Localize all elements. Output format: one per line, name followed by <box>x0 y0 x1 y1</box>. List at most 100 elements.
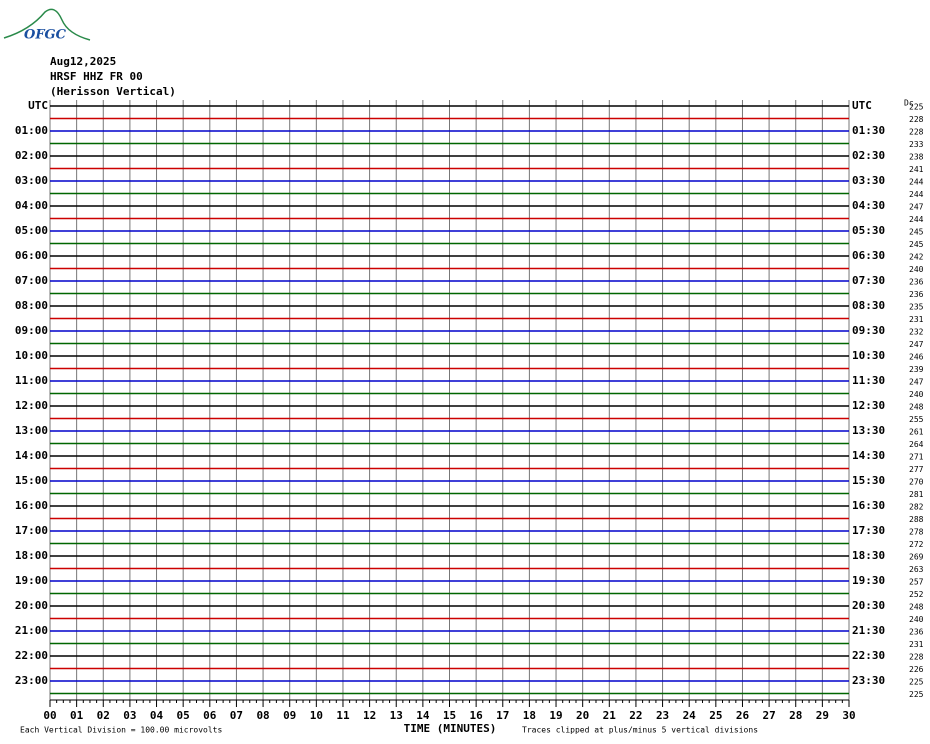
dc-value: 235 <box>909 303 924 312</box>
station: HRSF HHZ FR 00 <box>50 70 143 83</box>
dc-value: 244 <box>909 178 924 187</box>
dc-value: 281 <box>909 490 924 499</box>
dc-value: 269 <box>909 553 924 562</box>
dc-value: 277 <box>909 465 924 474</box>
x-tick-label: 19 <box>549 709 562 722</box>
x-tick-label: 01 <box>70 709 84 722</box>
dc-value: 233 <box>909 140 924 149</box>
dc-value: 252 <box>909 590 924 599</box>
right-time-label: 12:30 <box>852 399 885 412</box>
left-time-label: 03:00 <box>15 174 48 187</box>
left-time-label: 01:00 <box>15 124 48 137</box>
x-tick-label: 12 <box>363 709 376 722</box>
dc-value: 247 <box>909 378 924 387</box>
scale-note: Each Vertical Division = 100.00 microvol… <box>20 726 222 735</box>
location: (Herisson Vertical) <box>50 85 176 98</box>
dc-value: 242 <box>909 253 924 262</box>
dc-value: 278 <box>909 528 924 537</box>
dc-value: 240 <box>909 390 924 399</box>
left-time-label: 20:00 <box>15 599 48 612</box>
left-time-label: 07:00 <box>15 274 48 287</box>
dc-value: 240 <box>909 265 924 274</box>
x-tick-label: 21 <box>603 709 617 722</box>
left-time-label: 15:00 <box>15 474 48 487</box>
dc-value: 231 <box>909 640 924 649</box>
dc-value: 257 <box>909 578 924 587</box>
dc-value: 228 <box>909 653 924 662</box>
dc-value: 245 <box>909 228 924 237</box>
left-time-label: 05:00 <box>15 224 48 237</box>
dc-value: 236 <box>909 628 924 637</box>
x-tick-label: 28 <box>789 709 802 722</box>
x-tick-label: 29 <box>816 709 829 722</box>
left-time-label: UTC <box>28 99 48 112</box>
x-tick-label: 17 <box>496 709 509 722</box>
dc-value: 225 <box>909 690 924 699</box>
x-tick-label: 23 <box>656 709 669 722</box>
right-time-label: 21:30 <box>852 624 885 637</box>
right-time-label: 09:30 <box>852 324 885 337</box>
x-tick-label: 25 <box>709 709 722 722</box>
logo: OFGC <box>24 28 67 43</box>
dc-value: 247 <box>909 340 924 349</box>
right-time-label: 22:30 <box>852 649 885 662</box>
dc-value: 248 <box>909 603 924 612</box>
x-tick-label: 09 <box>283 709 296 722</box>
dc-value: 238 <box>909 153 924 162</box>
x-tick-label: 08 <box>256 709 269 722</box>
right-time-label: 18:30 <box>852 549 885 562</box>
x-tick-label: 11 <box>336 709 350 722</box>
x-tick-label: 07 <box>230 709 243 722</box>
left-time-label: 14:00 <box>15 449 48 462</box>
left-time-label: 09:00 <box>15 324 48 337</box>
left-time-label: 02:00 <box>15 149 48 162</box>
x-tick-label: 20 <box>576 709 589 722</box>
right-time-label: 20:30 <box>852 599 885 612</box>
dc-value: 264 <box>909 440 924 449</box>
left-time-label: 21:00 <box>15 624 48 637</box>
left-time-label: 06:00 <box>15 249 48 262</box>
x-tick-label: 06 <box>203 709 217 722</box>
dc-value: 246 <box>909 353 924 362</box>
dc-value: 245 <box>909 240 924 249</box>
x-tick-label: 16 <box>470 709 484 722</box>
left-time-label: 16:00 <box>15 499 48 512</box>
dc-value: 255 <box>909 415 924 424</box>
dc-value: 228 <box>909 128 924 137</box>
left-time-label: 19:00 <box>15 574 48 587</box>
left-time-label: 13:00 <box>15 424 48 437</box>
right-time-label: 02:30 <box>852 149 885 162</box>
dc-value: 263 <box>909 565 924 574</box>
dc-value: 228 <box>909 115 924 124</box>
x-axis-title: TIME (MINUTES) <box>404 722 497 735</box>
dc-value: 225 <box>909 678 924 687</box>
dc-value: 248 <box>909 403 924 412</box>
x-tick-label: 03 <box>123 709 136 722</box>
x-tick-label: 02 <box>97 709 110 722</box>
dc-value: 239 <box>909 365 924 374</box>
right-time-label: 04:30 <box>852 199 885 212</box>
dc-value: 282 <box>909 503 924 512</box>
x-tick-label: 04 <box>150 709 164 722</box>
dc-value: 247 <box>909 203 924 212</box>
dc-value: 236 <box>909 290 924 299</box>
left-time-label: 17:00 <box>15 524 48 537</box>
dc-value: 225 <box>909 103 924 112</box>
left-time-label: 11:00 <box>15 374 48 387</box>
x-tick-label: 30 <box>842 709 855 722</box>
x-tick-label: 10 <box>310 709 323 722</box>
right-time-label: 23:30 <box>852 674 885 687</box>
x-tick-label: 13 <box>390 709 403 722</box>
date: Aug12,2025 <box>50 55 116 68</box>
x-tick-label: 14 <box>416 709 430 722</box>
dc-value: 236 <box>909 278 924 287</box>
dc-value: 240 <box>909 615 924 624</box>
dc-value: 244 <box>909 215 924 224</box>
left-time-label: 23:00 <box>15 674 48 687</box>
x-tick-label: 15 <box>443 709 456 722</box>
right-time-label: 14:30 <box>852 449 885 462</box>
dc-value: 231 <box>909 315 924 324</box>
left-time-label: 22:00 <box>15 649 48 662</box>
x-tick-label: 18 <box>523 709 536 722</box>
